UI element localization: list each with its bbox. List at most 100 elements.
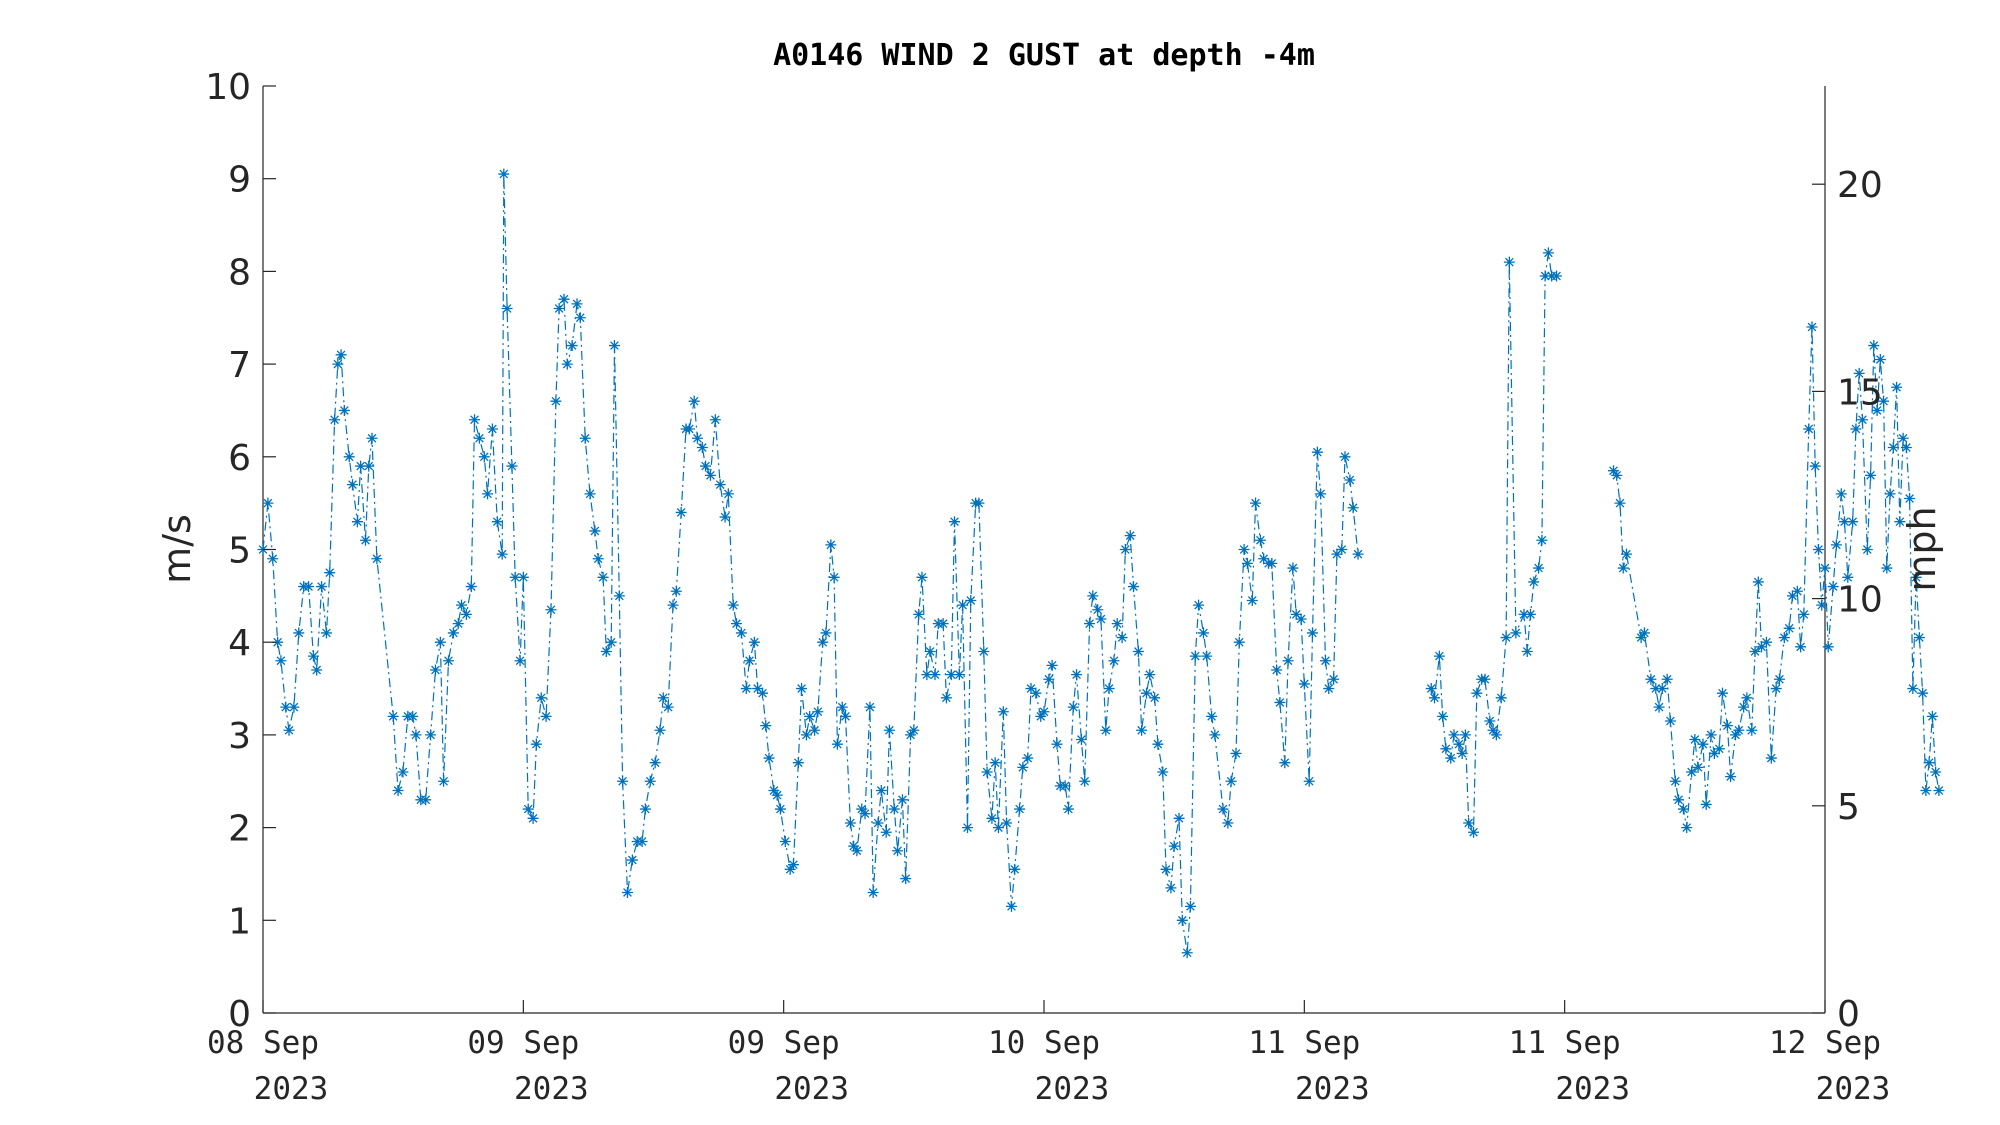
data-point: [1716, 687, 1728, 699]
data-point: [1827, 581, 1839, 593]
data-point: [1822, 641, 1834, 653]
data-point: [864, 701, 876, 713]
y-tick-label-left: 3: [228, 716, 251, 757]
data-point: [514, 655, 526, 667]
data-point: [735, 627, 747, 639]
data-point: [425, 729, 437, 741]
data-point: [478, 451, 490, 463]
data-point: [760, 720, 772, 732]
data-point: [639, 803, 651, 815]
data-point: [1812, 544, 1824, 555]
data-point: [1347, 502, 1359, 514]
data-point: [1479, 673, 1491, 685]
data-point: [1165, 882, 1177, 894]
series-line: [1613, 326, 1940, 828]
data-point: [1661, 673, 1673, 685]
data-point: [360, 534, 372, 546]
data-point: [501, 302, 513, 314]
data-point: [491, 516, 503, 528]
data-point: [1700, 798, 1712, 810]
data-point: [1331, 548, 1343, 560]
data-point: [1730, 729, 1742, 741]
y-axis-right: 0 5 10 15 20: [1812, 165, 1883, 1035]
data-point: [1756, 641, 1768, 653]
data-point: [509, 571, 521, 583]
x-tick-label-date: 11 Sep: [1248, 1025, 1360, 1061]
data-point: [438, 775, 450, 787]
data-point: [482, 488, 494, 500]
data-point: [613, 590, 625, 602]
data-point: [1168, 840, 1180, 852]
data-point: [883, 724, 895, 736]
data-point: [1487, 724, 1499, 736]
data-point: [535, 692, 547, 704]
y-tick-label-left: 8: [228, 252, 251, 293]
data-point: [1271, 664, 1283, 676]
data-point: [800, 729, 812, 741]
data-point: [1084, 618, 1096, 630]
data-point: [784, 863, 796, 875]
data-point: [965, 594, 977, 606]
data-point: [844, 817, 856, 829]
data-point: [1119, 544, 1131, 555]
data-point: [1773, 673, 1785, 685]
y-tick-label-left: 10: [205, 67, 251, 108]
y-tick-label-left: 0: [228, 994, 251, 1035]
data-point: [1868, 340, 1880, 352]
data-point: [1001, 817, 1013, 829]
data-point: [743, 655, 755, 667]
data-point: [456, 599, 468, 611]
data-point: [1930, 766, 1942, 778]
x-tick-label-year: 2023: [514, 1071, 589, 1107]
data-point: [1607, 465, 1619, 477]
data-point: [1847, 516, 1859, 528]
data-point: [1468, 826, 1480, 838]
data-point: [1448, 729, 1460, 741]
data-point: [662, 701, 674, 713]
data-point: [397, 766, 409, 778]
data-point: [787, 859, 799, 871]
x-tick-label-date: 12 Sep: [1769, 1025, 1881, 1061]
x-tick-label-date: 09 Sep: [467, 1025, 579, 1061]
data-point: [1830, 539, 1842, 551]
data-point: [727, 599, 739, 611]
data-point: [1127, 581, 1139, 593]
data-point: [1456, 747, 1468, 759]
data-point: [973, 497, 985, 509]
data-point: [1645, 673, 1657, 685]
data-point: [262, 497, 274, 509]
data-point: [1795, 641, 1807, 653]
data-point: [1209, 729, 1221, 741]
data-point: [626, 854, 638, 866]
data-point: [809, 724, 821, 736]
y-tick-label-left: 9: [228, 160, 251, 201]
data-point: [460, 608, 472, 620]
data-point: [1500, 632, 1512, 644]
data-point: [1881, 562, 1893, 574]
data-point: [600, 645, 612, 657]
data-point: [1311, 446, 1323, 458]
data-point: [522, 803, 534, 815]
data-point: [851, 845, 863, 857]
data-point: [1803, 423, 1815, 435]
data-point: [796, 683, 808, 695]
data-point: [1067, 701, 1079, 713]
data-point: [1471, 687, 1483, 699]
x-tick-label-year: 2023: [774, 1071, 849, 1107]
y-tick-label-left: 7: [228, 345, 251, 386]
data-point: [1132, 645, 1144, 657]
data-point: [346, 479, 358, 491]
data-point: [1295, 613, 1307, 625]
data-point: [670, 585, 682, 597]
data-point: [1689, 734, 1701, 746]
data-point: [1518, 608, 1530, 620]
data-point: [1770, 683, 1782, 695]
x-tick-label-date: 11 Sep: [1509, 1025, 1621, 1061]
data-point: [675, 506, 687, 518]
data-point: [1059, 780, 1071, 792]
data-point: [617, 775, 629, 787]
x-tick-label-year: 2023: [1035, 1071, 1110, 1107]
data-point: [1233, 636, 1245, 648]
data-point: [1650, 683, 1662, 695]
